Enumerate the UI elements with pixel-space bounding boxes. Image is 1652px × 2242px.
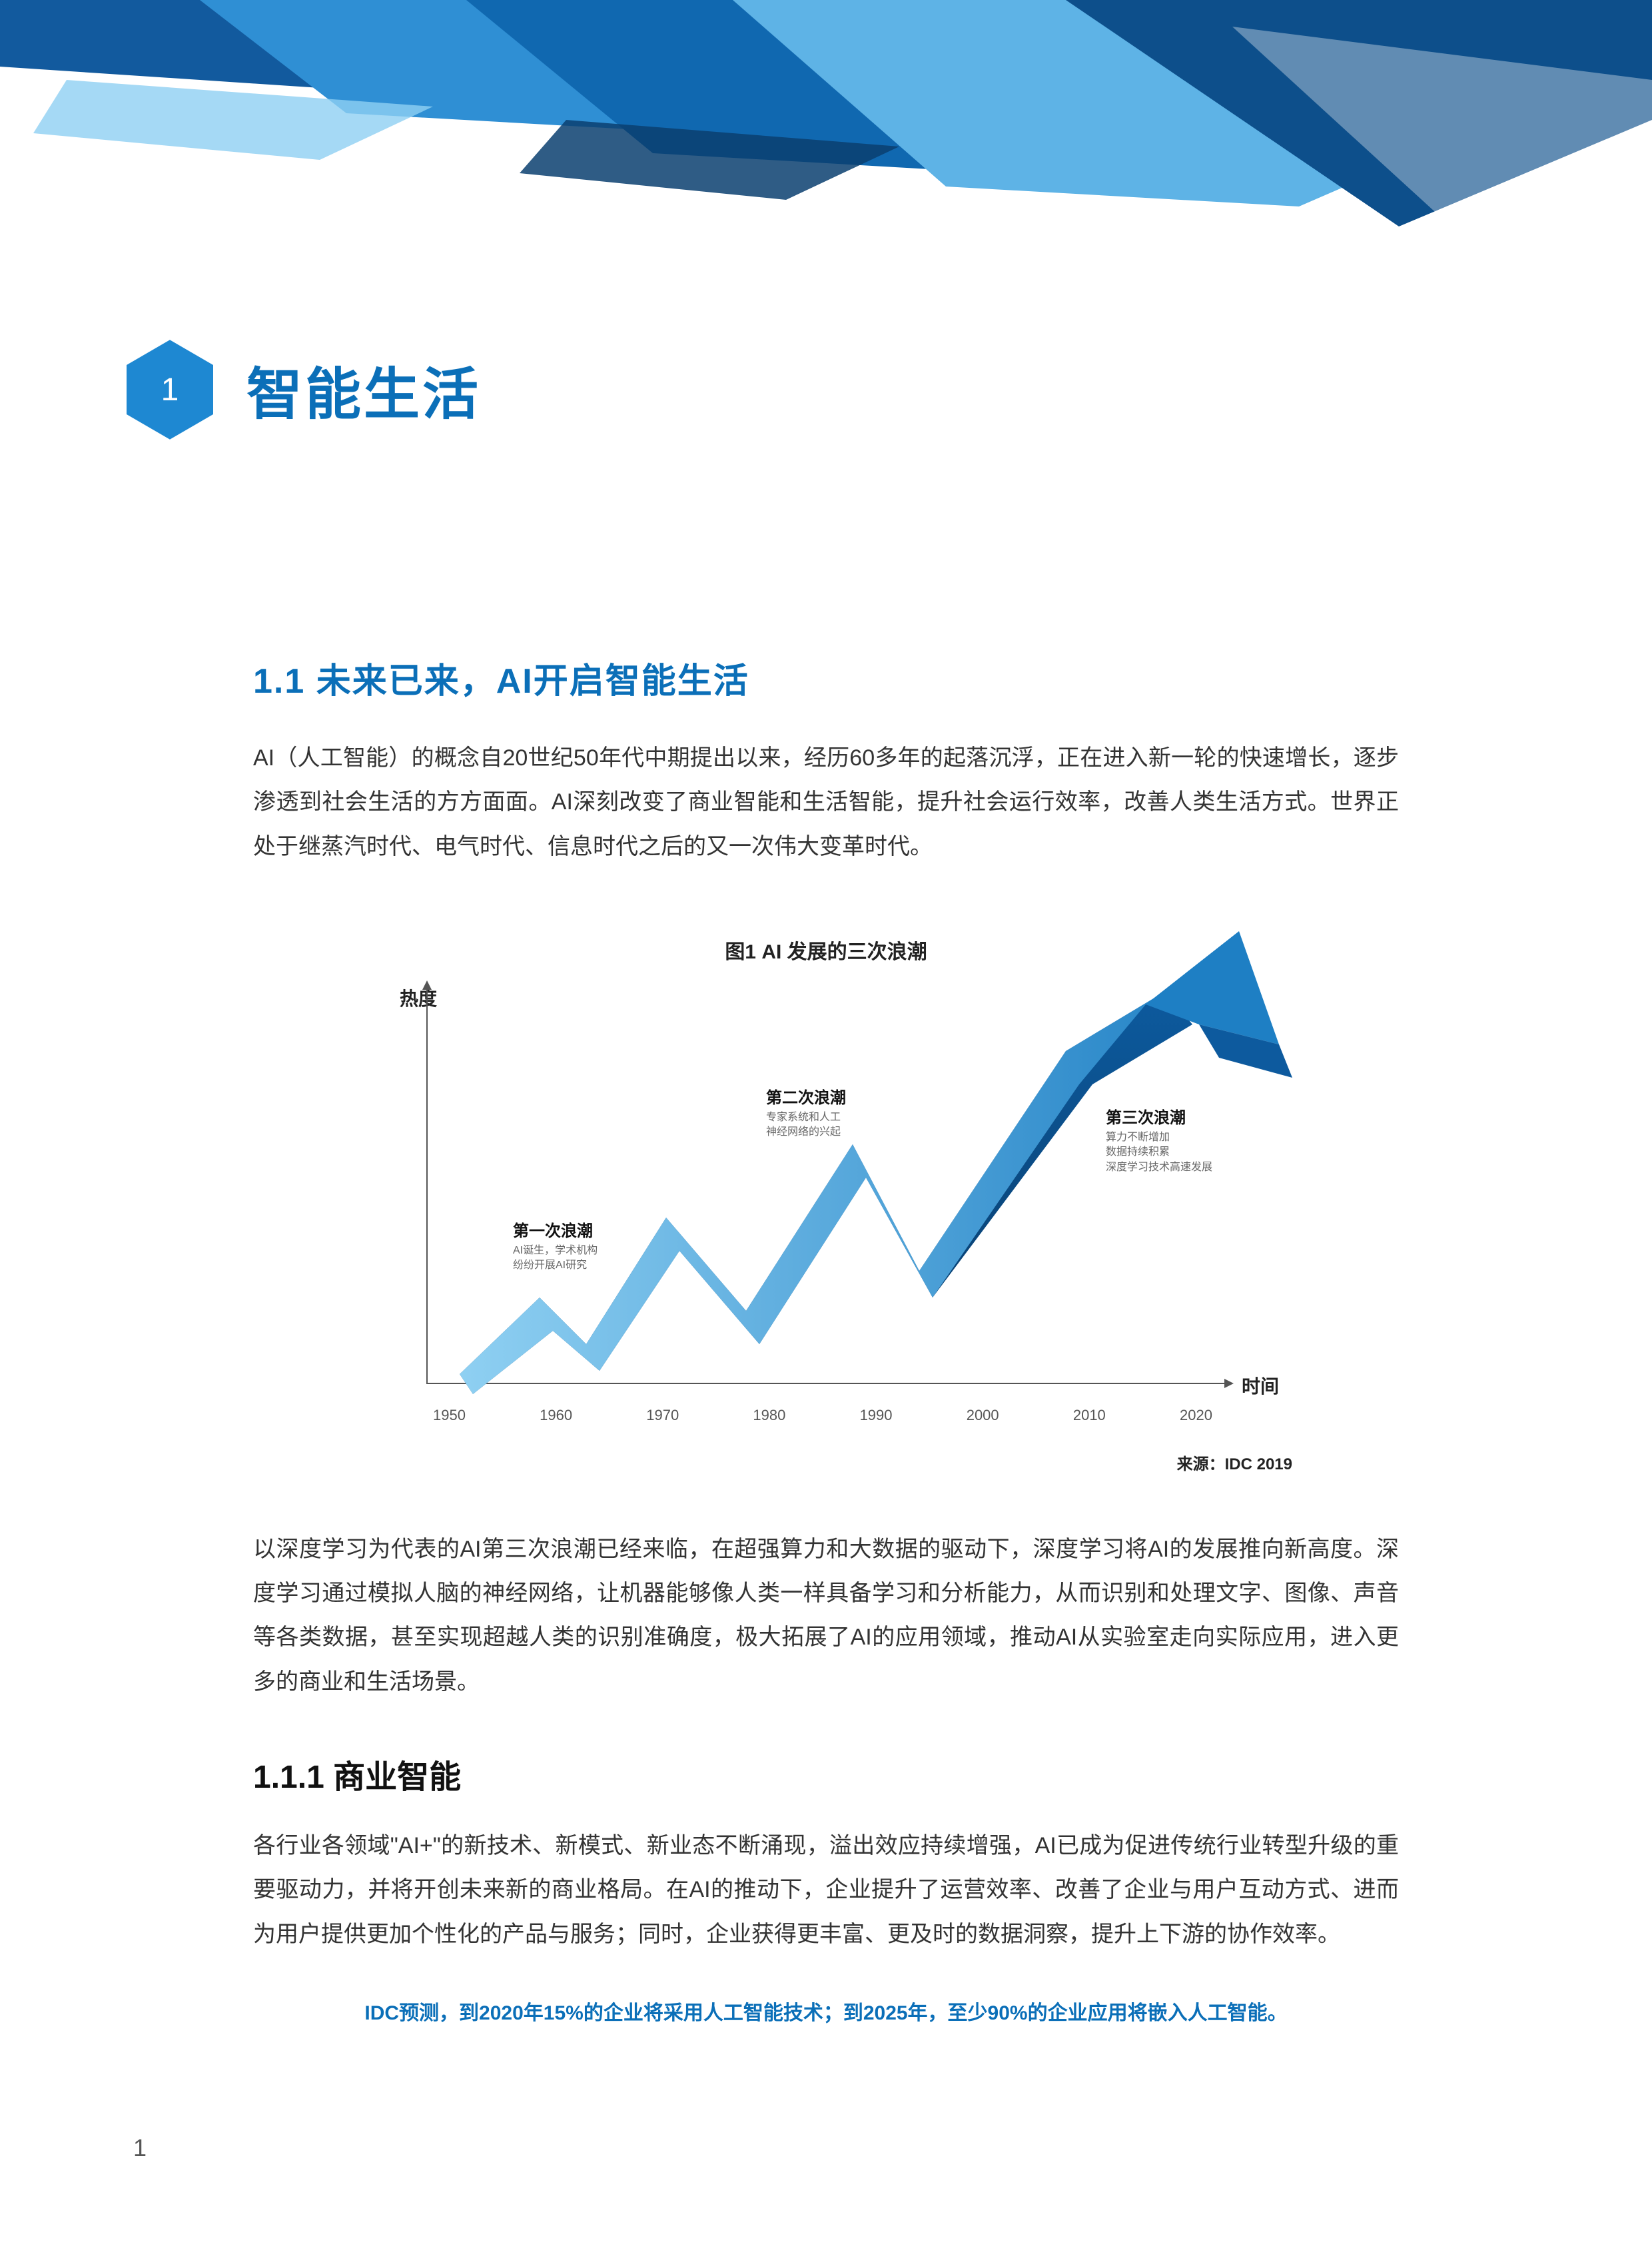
wave-sublabel: 算力不断增加数据持续积累深度学习技术高速发展	[1106, 1130, 1212, 1175]
x-tick: 2020	[1180, 1407, 1212, 1424]
wave-arrow-graphic	[360, 984, 1292, 1397]
page-number: 1	[133, 2134, 147, 2162]
idc-callout: IDC预测，到2020年15%的企业将采用人工智能技术；到2025年，至少90%…	[253, 1996, 1399, 2026]
x-tick: 1960	[540, 1407, 572, 1424]
figure-1: 图1 AI 发展的三次浪潮 热度 时间 19501960197019801990…	[253, 935, 1399, 1474]
section-heading-1-1-1: 1.1.1 商业智能	[253, 1750, 1399, 1797]
x-tick: 1990	[860, 1407, 893, 1424]
wave-label: 第三次浪潮算力不断增加数据持续积累深度学习技术高速发展	[1106, 1104, 1212, 1175]
section-1-1-paragraph: AI（人工智能）的概念自20世纪50年代中期提出以来，经历60多年的起落沉浮，正…	[253, 736, 1399, 869]
header-banner	[0, 0, 1652, 280]
wave-label: 第一次浪潮AI诞生，学术机构纷纷开展AI研究	[513, 1218, 598, 1274]
section-1-1-1-paragraph: 各行业各领域"AI+"的新技术、新模式、新业态不断涌现，溢出效应持续增强，AI已…	[253, 1824, 1399, 1956]
chapter-title: 智能生活	[246, 350, 481, 430]
figure-1-source: 来源：IDC 2019	[253, 1451, 1399, 1474]
chapter-number: 1	[127, 340, 213, 440]
x-tick: 1970	[646, 1407, 679, 1424]
wave-sublabel: 专家系统和人工神经网络的兴起	[766, 1110, 846, 1140]
wave-label: 第二次浪潮专家系统和人工神经网络的兴起	[766, 1084, 846, 1140]
x-tick: 2000	[967, 1407, 999, 1424]
paragraph-after-figure: 以深度学习为代表的AI第三次浪潮已经来临，在超强算力和大数据的驱动下，深度学习将…	[253, 1527, 1399, 1704]
x-axis-ticks: 1950 1960 1970 1980 1990 2000 2010 2020	[433, 1407, 1212, 1424]
x-tick: 1950	[433, 1407, 466, 1424]
wave-sublabel: AI诞生，学术机构纷纷开展AI研究	[513, 1244, 598, 1274]
x-tick: 1980	[753, 1407, 785, 1424]
figure-1-chart: 热度 时间 19501960197019801990200020102020	[360, 984, 1292, 1437]
x-tick: 2010	[1073, 1407, 1106, 1424]
section-heading-1-1: 1.1 未来已来，AI开启智能生活	[253, 653, 1399, 703]
